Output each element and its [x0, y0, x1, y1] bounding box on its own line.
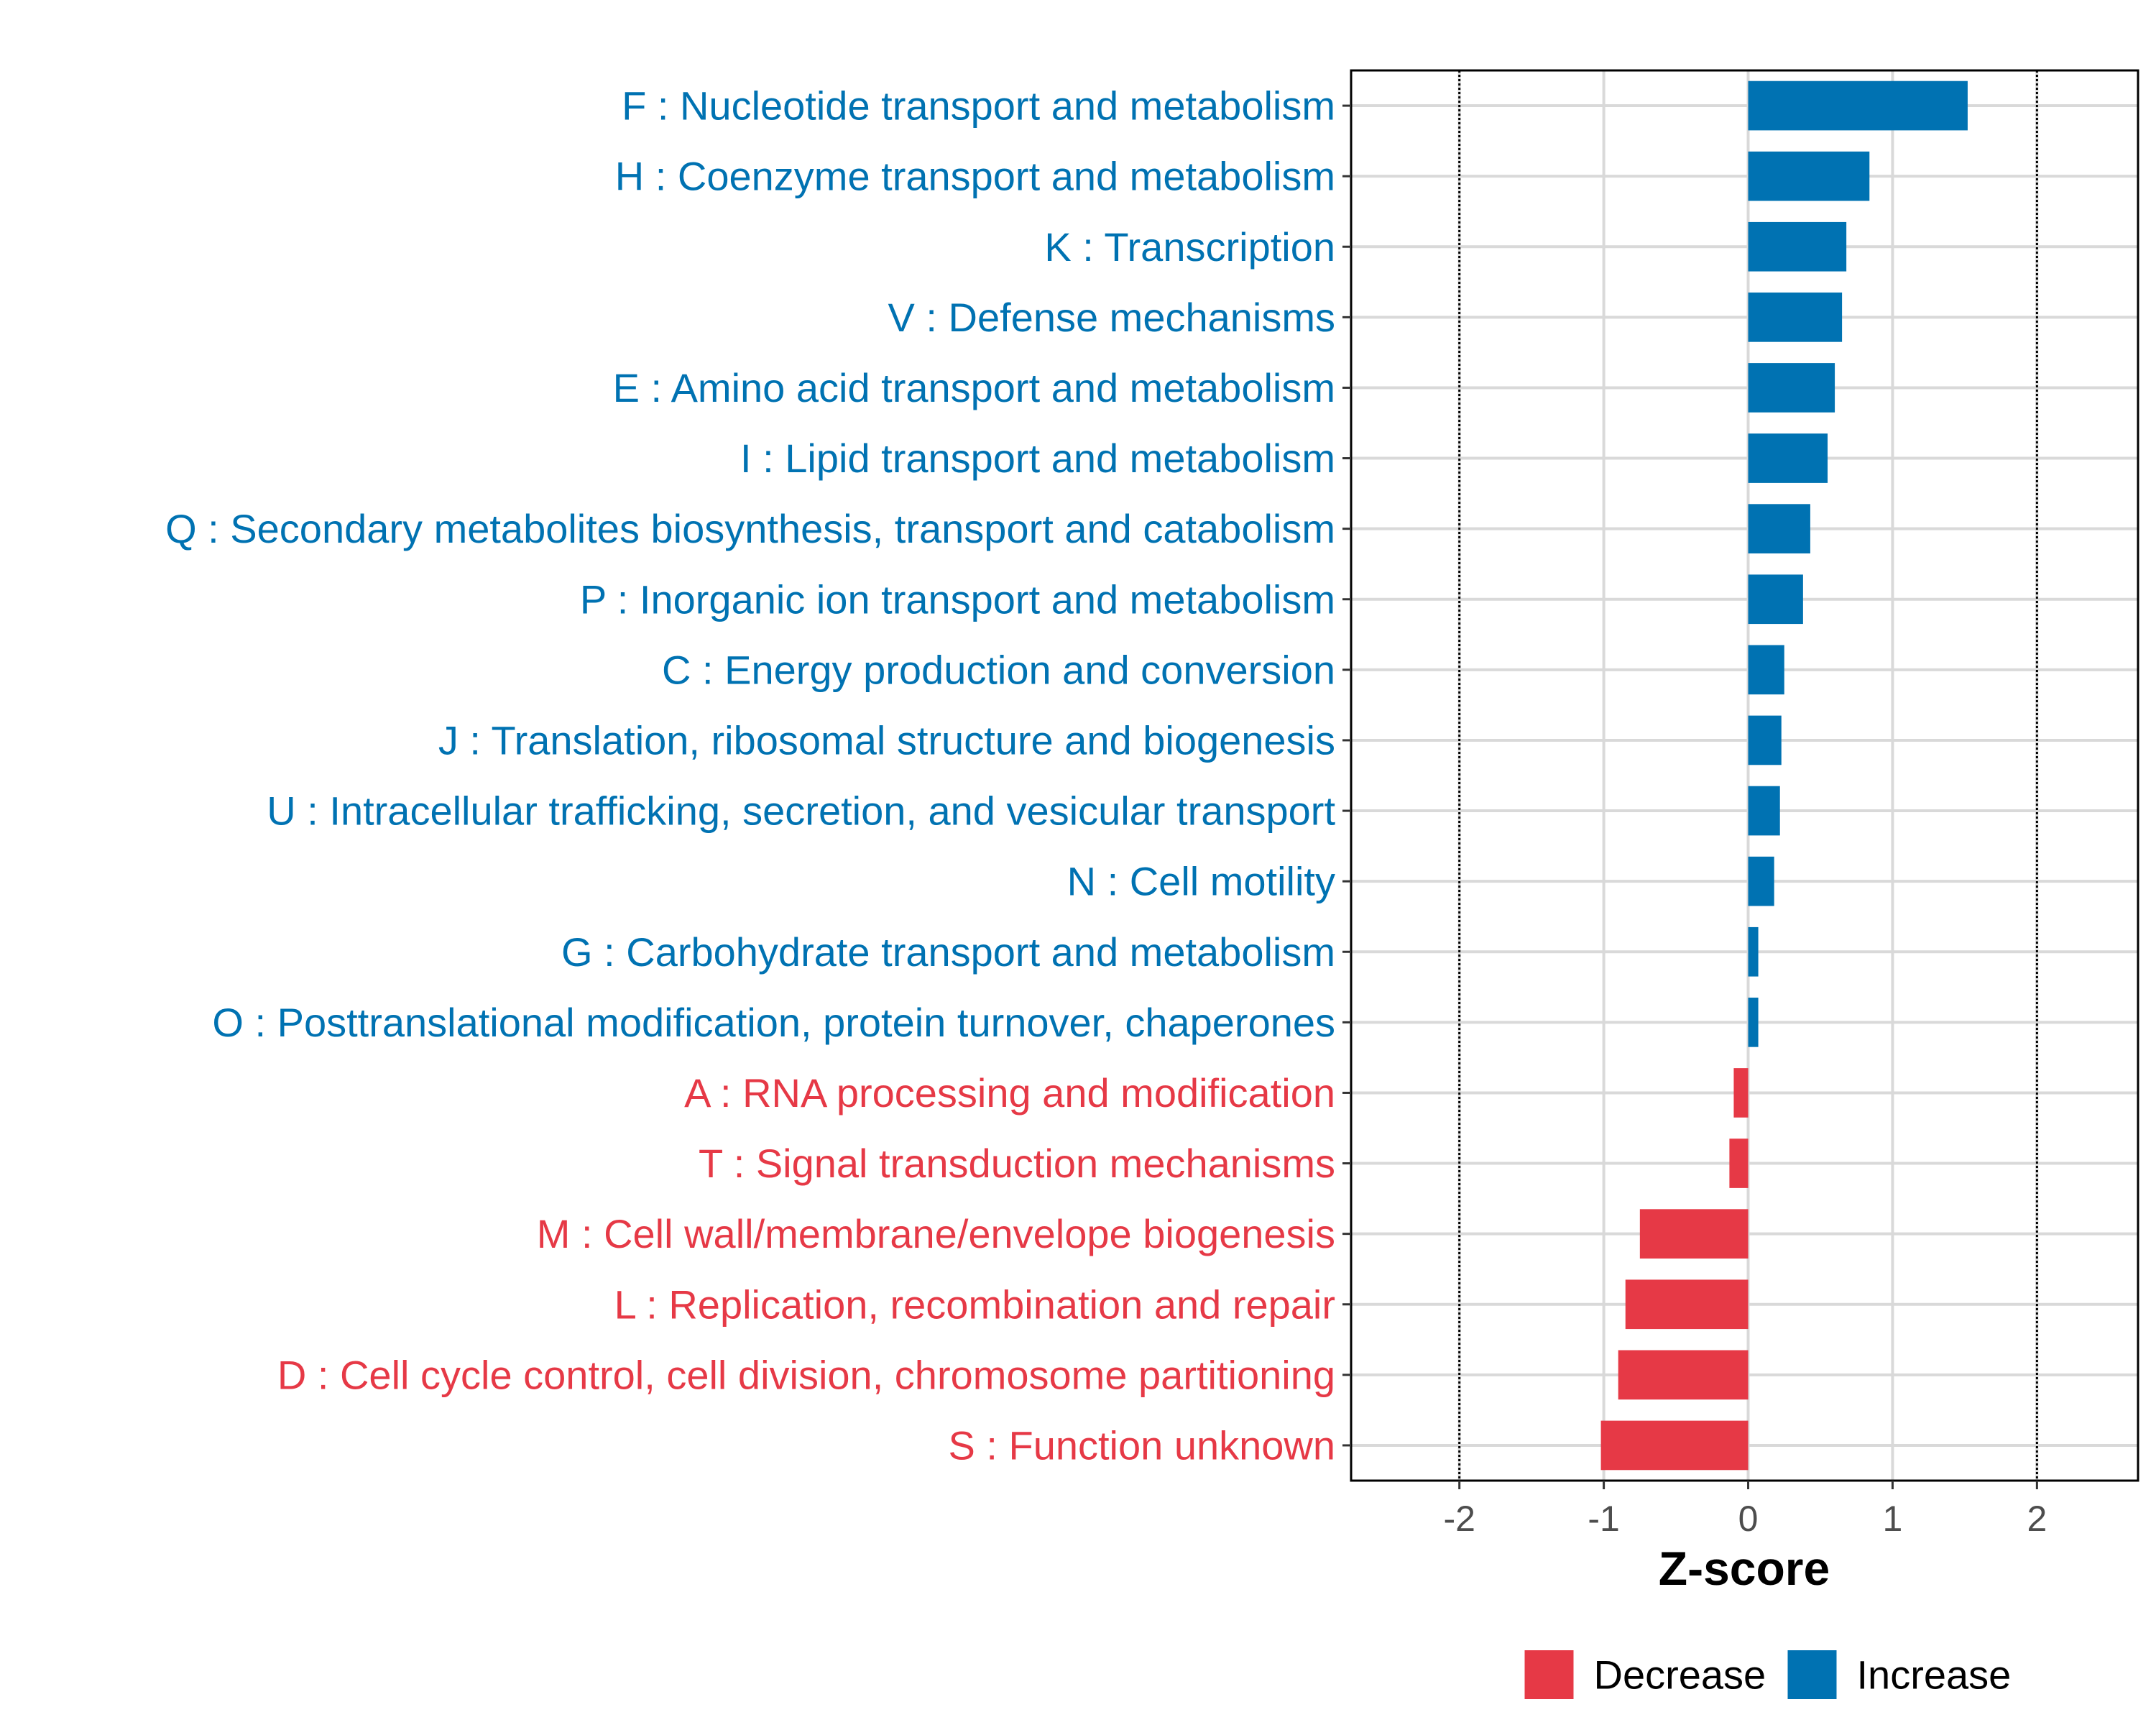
category-label: H : Coenzyme transport and metabolism	[615, 154, 1335, 199]
legend: Decrease Increase	[1524, 1650, 2012, 1699]
x-tick-label: 1	[1883, 1499, 1903, 1539]
bar	[1748, 433, 1828, 483]
bar	[1748, 151, 1870, 201]
bar	[1729, 1138, 1749, 1188]
category-label: P : Inorganic ion transport and metaboli…	[580, 576, 1335, 622]
x-tick-label: 0	[1738, 1499, 1759, 1539]
category-label: O : Posttranslational modification, prot…	[212, 1000, 1335, 1045]
category-label: V : Defense mechanisms	[888, 295, 1335, 340]
bar	[1733, 1068, 1749, 1118]
category-label: K : Transcription	[1044, 224, 1335, 270]
bar	[1748, 786, 1780, 836]
reference-lines	[1458, 70, 2038, 1481]
panel-border	[1350, 69, 2139, 1482]
category-label: A : RNA processing and modification	[684, 1070, 1335, 1116]
x-tick-label: 2	[2027, 1499, 2047, 1539]
legend-label: Decrease	[1594, 1652, 1766, 1698]
category-label: L : Replication, recombination and repai…	[614, 1282, 1335, 1327]
category-label: T : Signal transduction mechanisms	[699, 1141, 1335, 1186]
bar	[1618, 1350, 1749, 1400]
category-label: C : Energy production and conversion	[662, 647, 1335, 692]
bar	[1748, 221, 1847, 272]
category-label: G : Carbohydrate transport and metabolis…	[561, 929, 1335, 975]
legend-swatch	[1524, 1650, 1574, 1699]
category-label: U : Intracellular trafficking, secretion…	[267, 788, 1335, 834]
bar	[1600, 1420, 1749, 1471]
legend-label: Increase	[1857, 1652, 2012, 1698]
bar	[1639, 1209, 1749, 1259]
x-axis: -2 -1 0 1 2	[1443, 1481, 2047, 1539]
gridlines	[1351, 70, 2138, 1481]
bar	[1748, 293, 1843, 342]
bar	[1748, 574, 1803, 625]
category-label: D : Cell cycle control, cell division, c…	[277, 1352, 1335, 1397]
category-label: Q : Secondary metabolites biosynthesis, …	[165, 506, 1335, 551]
bar	[1748, 715, 1782, 765]
bar	[1625, 1279, 1749, 1330]
bar	[1748, 645, 1784, 695]
category-label: F : Nucleotide transport and metabolism	[622, 83, 1335, 129]
category-label: M : Cell wall/membrane/envelope biogenes…	[537, 1211, 1335, 1256]
legend-swatch	[1787, 1650, 1837, 1699]
category-label: E : Amino acid transport and metabolism	[613, 365, 1335, 410]
y-axis: F : Nucleotide transport and metabolism H…	[165, 83, 1351, 1468]
x-tick-label: -1	[1588, 1499, 1619, 1539]
category-label: J : Translation, ribosomal structure and…	[438, 717, 1335, 763]
bar	[1748, 926, 1759, 977]
bar	[1748, 998, 1759, 1047]
x-tick-label: -2	[1443, 1499, 1475, 1539]
category-label: S : Function unknown	[948, 1422, 1335, 1468]
bar	[1748, 504, 1810, 553]
x-axis-title: Z-score	[1659, 1542, 1830, 1595]
bar	[1748, 80, 1968, 131]
category-label: N : Cell motility	[1067, 859, 1335, 904]
bars	[1600, 80, 1968, 1471]
category-label: I : Lipid transport and metabolism	[740, 436, 1335, 481]
bar	[1748, 363, 1835, 413]
bar	[1748, 856, 1774, 906]
